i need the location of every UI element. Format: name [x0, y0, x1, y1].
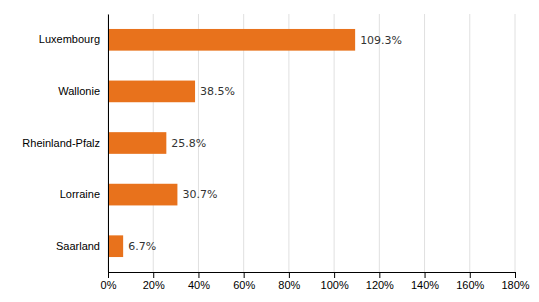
grid-line: [469, 14, 470, 272]
tick: 140%: [411, 272, 439, 291]
tick: 120%: [366, 272, 394, 291]
tick-label: 180%: [501, 279, 529, 291]
tick-label: Wallonie: [58, 85, 100, 97]
bar: [108, 132, 166, 154]
tick-label: Rheinland-Pfalz: [22, 137, 100, 149]
grid-line: [424, 14, 425, 272]
bars: [108, 29, 355, 257]
tick-mark: [289, 272, 290, 278]
tick: 0%: [101, 272, 117, 291]
tick-mark: [198, 272, 199, 278]
axis-line: [108, 15, 109, 273]
tick-mark: [108, 272, 109, 278]
tick-label: 140%: [411, 279, 439, 291]
tick: 180%: [501, 272, 529, 291]
tick: Luxembourg: [39, 33, 108, 45]
tick: Lorraine: [60, 188, 108, 200]
tick-label: Lorraine: [60, 188, 100, 200]
tick-label: 60%: [233, 279, 255, 291]
axis-line: [109, 273, 516, 279]
grid-line: [243, 14, 244, 272]
tick-label: Saarland: [56, 240, 100, 252]
tick: 60%: [233, 272, 255, 291]
grid-line: [379, 14, 380, 272]
grid-line: [288, 14, 289, 272]
tick-label: 0%: [101, 279, 117, 291]
grid-line: [334, 14, 335, 272]
tick-mark: [244, 272, 245, 278]
tick: Saarland: [56, 240, 108, 252]
data-labels: 6.7% 30.7% 25.8% 38.5% 109.3%: [128, 34, 402, 253]
tick: Wallonie: [58, 85, 108, 97]
grid: [108, 14, 515, 272]
tick: 100%: [321, 272, 349, 291]
tick: 20%: [143, 272, 165, 291]
tick-mark: [334, 272, 335, 278]
bar: [108, 81, 195, 103]
tick: 40%: [188, 272, 210, 291]
bar: [108, 29, 355, 51]
bar: [108, 184, 177, 206]
tick-label: 20%: [143, 279, 165, 291]
grid-line: [108, 14, 109, 272]
tick-mark: [425, 272, 426, 278]
tick-label: 40%: [188, 279, 210, 291]
bar: [108, 235, 123, 257]
y-axis: Luxembourg Wallonie Rheinland-Pfalz Lorrain…: [22, 15, 108, 273]
tick: 80%: [278, 272, 300, 291]
tick: Rheinland-Pfalz: [22, 137, 108, 149]
tick-label: 160%: [456, 279, 484, 291]
tick-mark: [470, 272, 471, 278]
data-label: 38.5%: [200, 85, 235, 98]
data-label: 109.3%: [360, 34, 402, 47]
grid-line: [515, 14, 516, 272]
data-label: 6.7%: [128, 240, 156, 253]
tick-label: 80%: [278, 279, 300, 291]
data-label: 25.8%: [171, 137, 206, 150]
chart: 0% 20% 40% 60% 80% 100% 120% 140% 160% 180% Luxemb…: [0, 0, 539, 302]
tick-label: Luxembourg: [39, 33, 100, 45]
plot: 0% 20% 40% 60% 80% 100% 120% 140% 160% 180% Luxemb…: [22, 14, 529, 291]
tick-mark: [379, 272, 380, 278]
x-axis: 0% 20% 40% 60% 80% 100% 120% 140% 160% 180%: [101, 272, 530, 291]
tick-mark: [153, 272, 154, 278]
tick: 160%: [456, 272, 484, 291]
tick-label: 120%: [366, 279, 394, 291]
data-label: 30.7%: [182, 188, 217, 201]
tick-mark: [515, 272, 516, 278]
tick-label: 100%: [321, 279, 349, 291]
